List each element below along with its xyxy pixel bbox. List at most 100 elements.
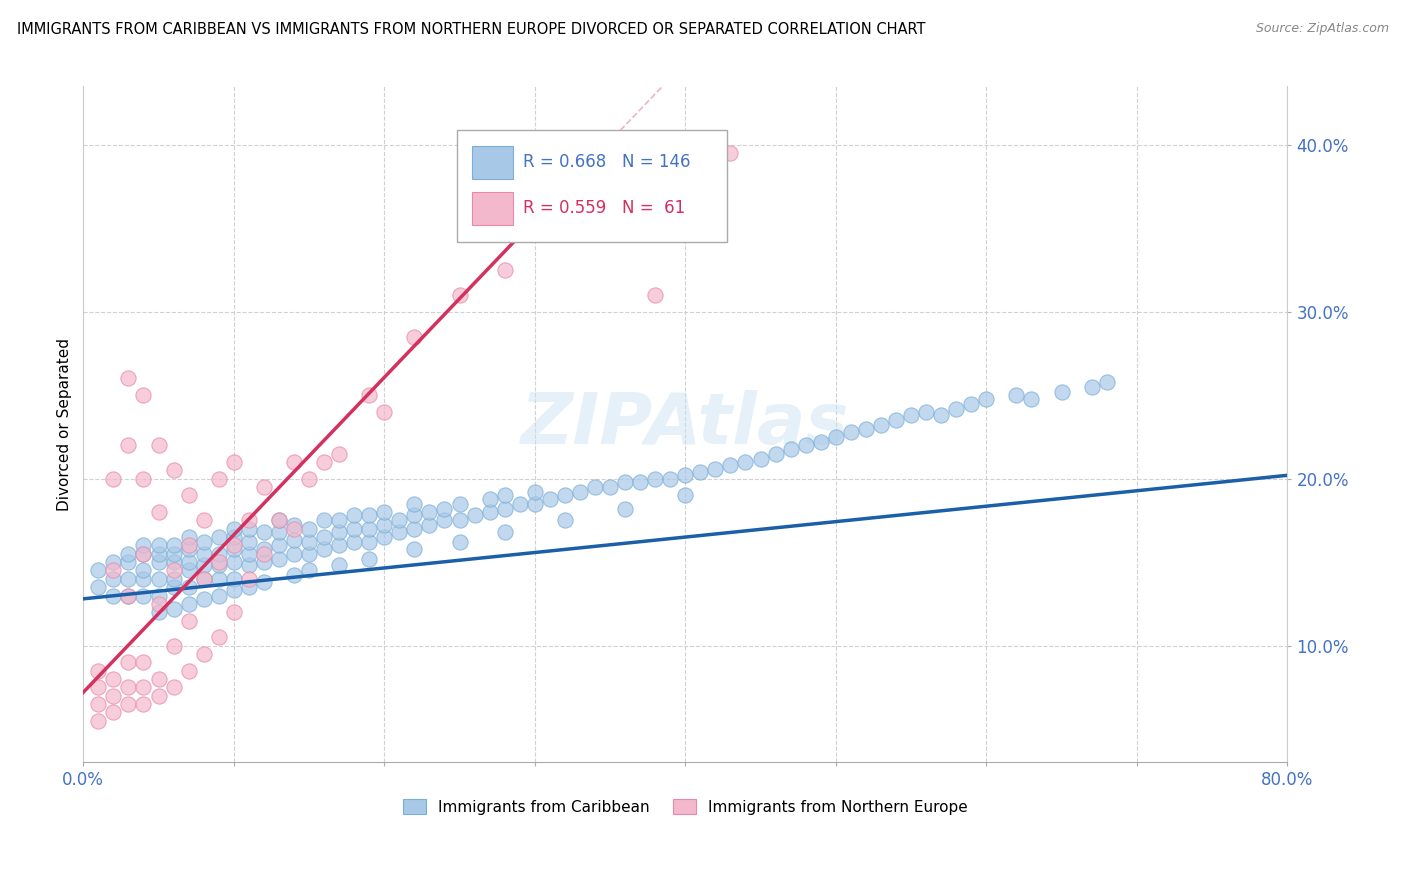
Point <box>404 497 426 511</box>
Text: Source: ZipAtlas.com: Source: ZipAtlas.com <box>1256 22 1389 36</box>
FancyBboxPatch shape <box>472 192 513 225</box>
Point <box>328 447 350 461</box>
Point <box>117 438 139 452</box>
Point <box>388 513 411 527</box>
FancyBboxPatch shape <box>472 146 513 179</box>
Point <box>720 458 742 473</box>
Point <box>449 513 471 527</box>
Point <box>628 475 651 489</box>
Text: R = 0.668   N = 146: R = 0.668 N = 146 <box>523 153 690 171</box>
Point <box>343 535 366 549</box>
Point <box>208 555 231 569</box>
Point <box>117 589 139 603</box>
Point <box>343 508 366 523</box>
Point <box>148 555 170 569</box>
Point <box>855 421 877 435</box>
Point <box>418 505 440 519</box>
Point <box>87 697 110 711</box>
Point <box>103 689 125 703</box>
Point <box>449 497 471 511</box>
Point <box>509 497 531 511</box>
Point <box>314 513 336 527</box>
Point <box>177 664 200 678</box>
Point <box>418 518 440 533</box>
Point <box>208 530 231 544</box>
Point <box>283 568 305 582</box>
Point <box>148 572 170 586</box>
Point <box>222 605 245 619</box>
Point <box>734 455 756 469</box>
Point <box>117 589 139 603</box>
Point <box>298 535 321 549</box>
Point <box>373 405 395 419</box>
Point <box>945 401 967 416</box>
Point <box>208 472 231 486</box>
Point <box>222 538 245 552</box>
Point <box>193 572 215 586</box>
Point <box>614 501 637 516</box>
Point <box>253 575 276 590</box>
Point <box>103 706 125 720</box>
Point <box>478 505 501 519</box>
Point <box>915 405 938 419</box>
Point <box>298 564 321 578</box>
Point <box>644 472 666 486</box>
Point <box>117 681 139 695</box>
Point <box>283 518 305 533</box>
Point <box>208 630 231 644</box>
Point <box>328 513 350 527</box>
Point <box>298 472 321 486</box>
Point <box>659 472 682 486</box>
Point <box>177 580 200 594</box>
Point <box>148 547 170 561</box>
Point <box>1050 384 1073 399</box>
Point <box>298 547 321 561</box>
Point <box>222 522 245 536</box>
Point <box>810 434 832 449</box>
Point <box>554 513 576 527</box>
Point <box>238 513 260 527</box>
Point <box>960 396 983 410</box>
Point <box>283 547 305 561</box>
Point <box>494 501 516 516</box>
Point <box>359 508 381 523</box>
Point <box>614 475 637 489</box>
Point <box>222 530 245 544</box>
Point <box>494 263 516 277</box>
Point <box>132 697 155 711</box>
Point <box>433 501 456 516</box>
Point <box>132 472 155 486</box>
Point <box>929 408 952 422</box>
Point <box>162 639 184 653</box>
Point <box>478 491 501 506</box>
Point <box>253 541 276 556</box>
Point <box>117 547 139 561</box>
Point <box>1095 375 1118 389</box>
Point <box>162 547 184 561</box>
Point <box>583 480 606 494</box>
Y-axis label: Divorced or Separated: Divorced or Separated <box>58 338 72 511</box>
Point <box>267 513 290 527</box>
Point <box>328 524 350 539</box>
Point <box>162 572 184 586</box>
Point <box>193 547 215 561</box>
Point <box>132 547 155 561</box>
Point <box>404 508 426 523</box>
Point <box>359 388 381 402</box>
Point <box>132 589 155 603</box>
Point <box>208 547 231 561</box>
Point <box>644 288 666 302</box>
Point <box>177 538 200 552</box>
Point <box>494 524 516 539</box>
Point <box>193 591 215 606</box>
Point <box>283 533 305 548</box>
Point <box>373 505 395 519</box>
Point <box>162 564 184 578</box>
Point <box>148 505 170 519</box>
Point <box>238 580 260 594</box>
Point <box>193 558 215 573</box>
Point <box>267 513 290 527</box>
Point <box>283 522 305 536</box>
Point <box>1005 388 1028 402</box>
Point <box>177 564 200 578</box>
